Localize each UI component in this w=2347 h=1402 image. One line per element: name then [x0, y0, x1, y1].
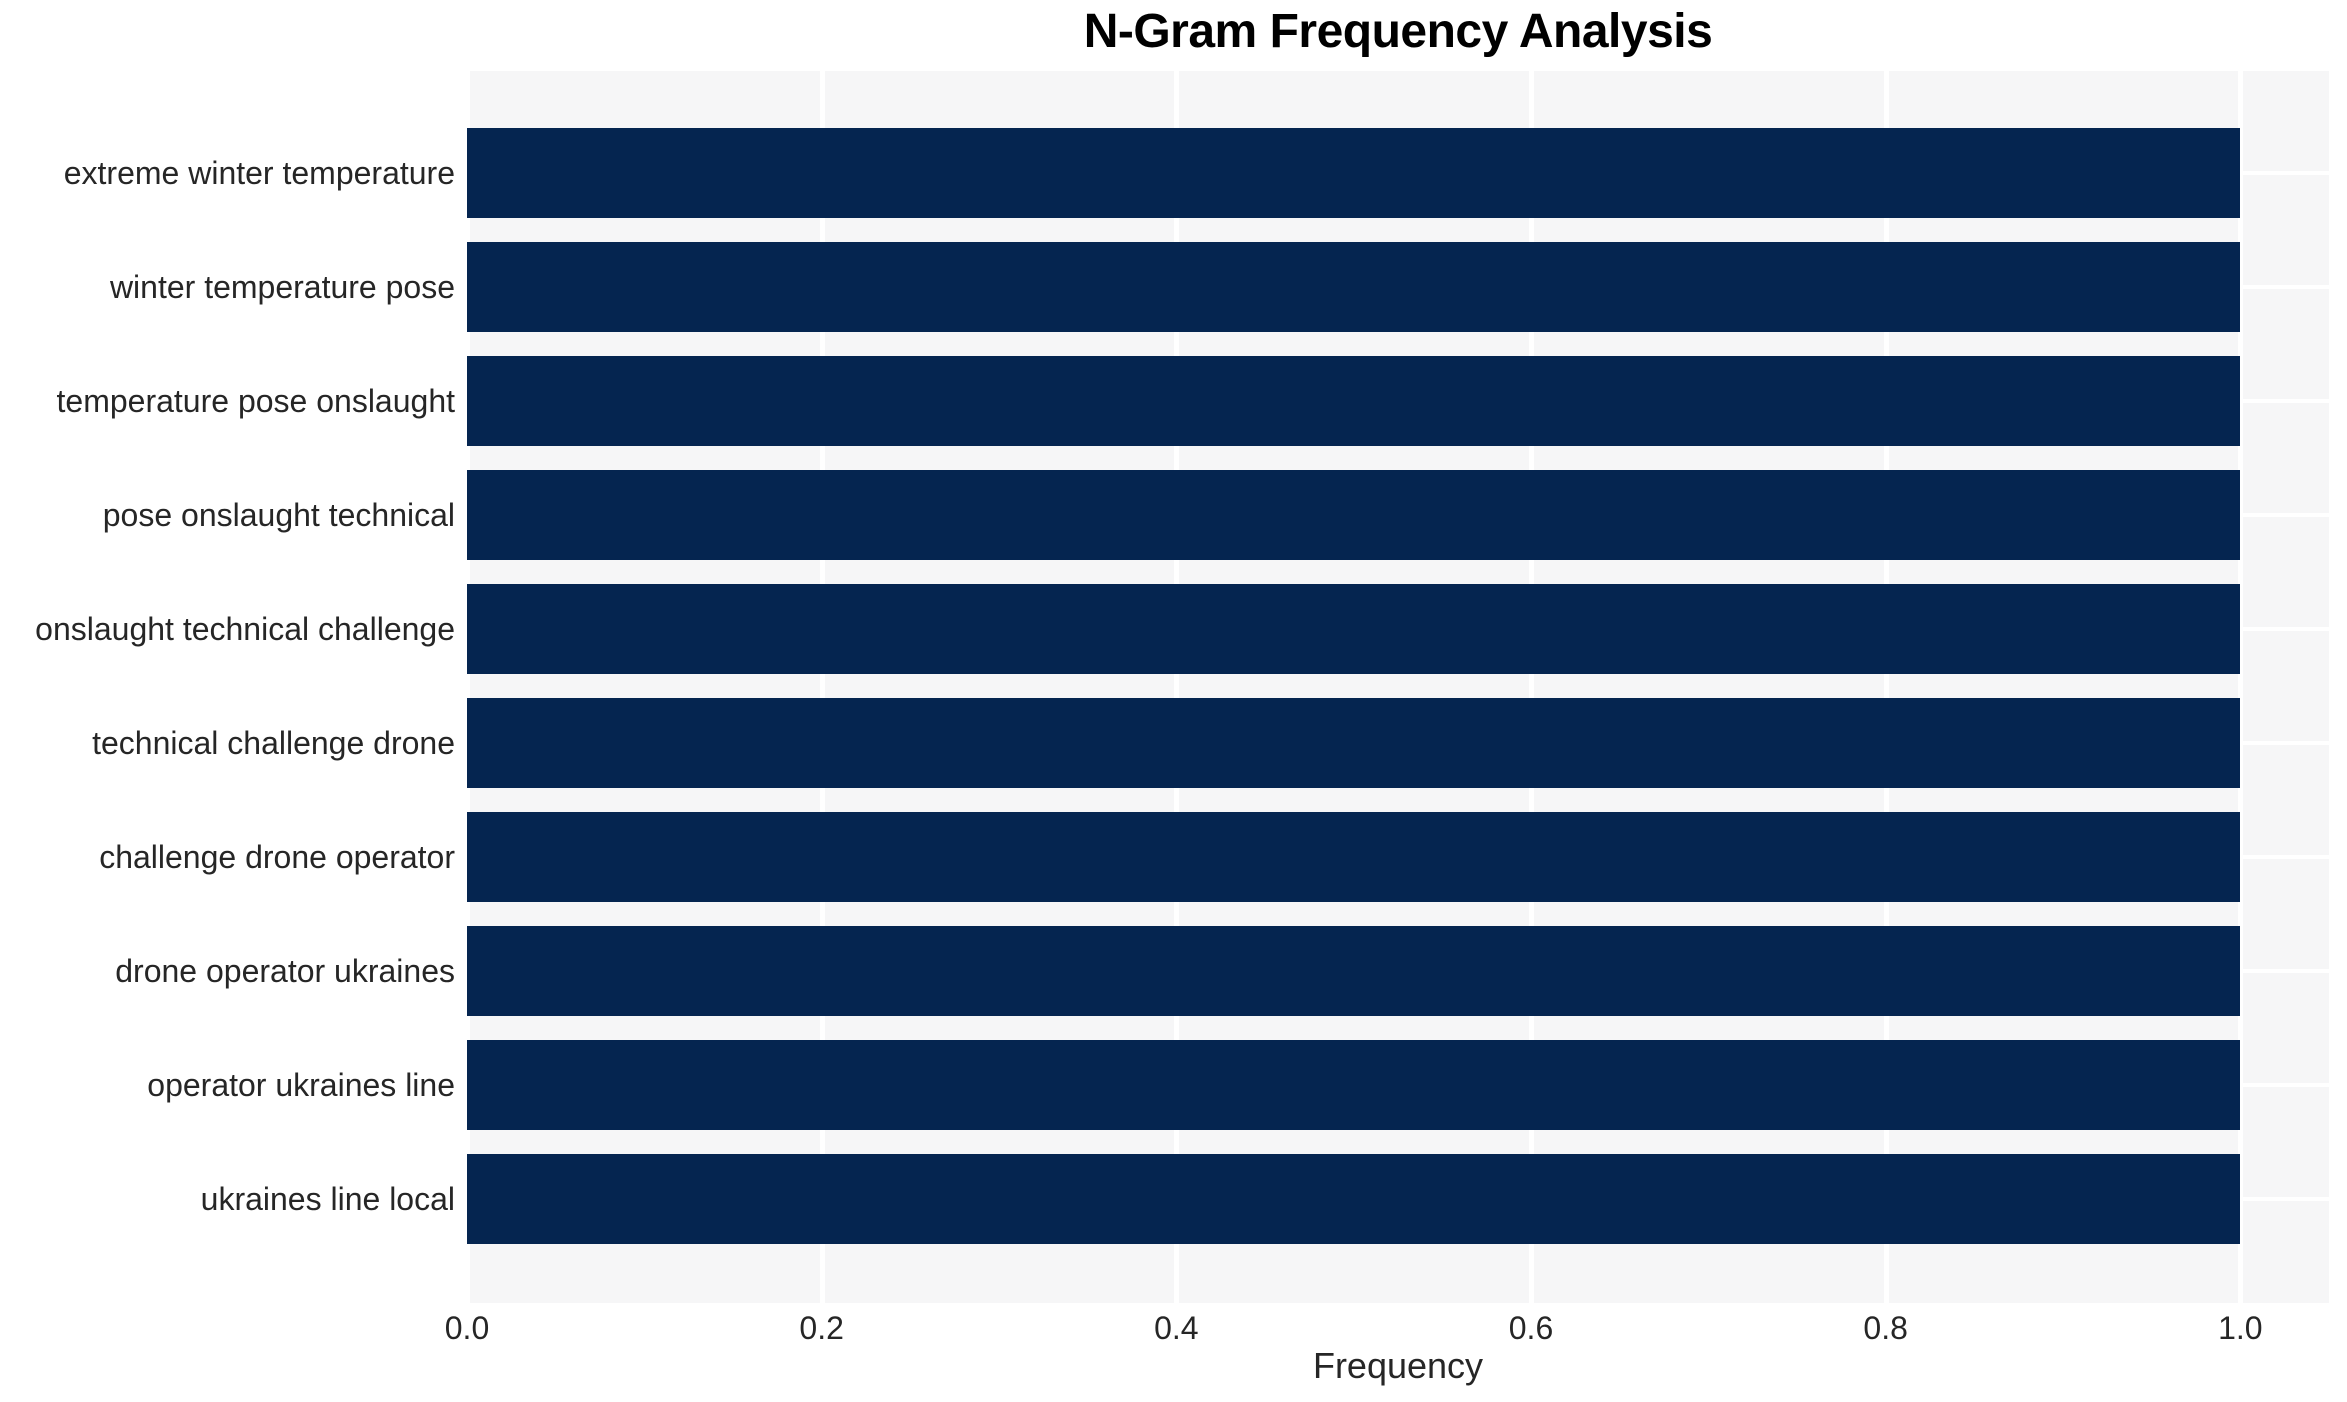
x-tick-label: 0.0 [444, 1310, 490, 1346]
y-tick-label: ukraines line local [200, 1180, 455, 1217]
x-tick-label: 0.6 [1508, 1310, 1554, 1346]
x-gridline [2238, 71, 2244, 1303]
y-tick-label: technical challenge drone [92, 724, 455, 761]
bar [467, 1040, 2241, 1130]
x-gridline [819, 71, 825, 1303]
x-gridline [465, 71, 470, 1303]
bar [467, 812, 2241, 902]
y-tick-label: onslaught technical challenge [35, 610, 455, 647]
x-tick-label: 0.4 [1154, 1310, 1199, 1346]
bar [467, 470, 2241, 560]
x-axis-title: Frequency [1312, 1345, 1484, 1386]
y-tick-label: drone operator ukraines [115, 952, 455, 989]
plot-area [465, 71, 2329, 1303]
x-gridline [1529, 71, 1534, 1303]
bar [467, 698, 2241, 788]
y-tick-label: winter temperature pose [109, 268, 455, 305]
bar [467, 926, 2241, 1016]
x-tick-label: 1.0 [2218, 1310, 2263, 1346]
bar [467, 584, 2241, 674]
x-tick-label: 0.2 [799, 1310, 844, 1346]
bar [467, 242, 2241, 332]
x-gridline [1883, 71, 1889, 1303]
y-tick-label: operator ukraines line [147, 1066, 455, 1103]
x-tick-label: 0.8 [1863, 1310, 1908, 1346]
bar [467, 1154, 2241, 1244]
y-tick-label: extreme winter temperature [63, 154, 455, 191]
x-gridline [1174, 71, 1180, 1303]
chart-title: N-Gram Frequency Analysis [1083, 5, 1713, 58]
y-tick-label: challenge drone operator [99, 838, 455, 875]
y-tick-label: pose onslaught technical [102, 496, 455, 533]
bar [467, 128, 2241, 218]
bar [467, 356, 2241, 446]
y-tick-label: temperature pose onslaught [56, 382, 455, 419]
